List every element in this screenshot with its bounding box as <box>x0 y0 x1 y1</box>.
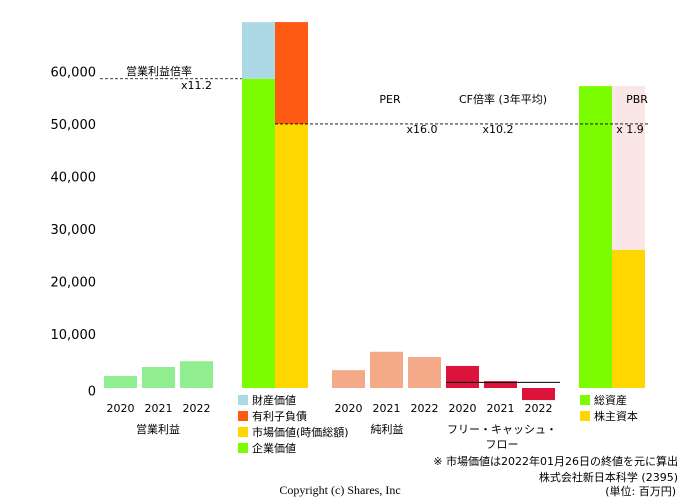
stacked-bar <box>579 86 612 388</box>
legend-item: 企業価値 <box>238 441 350 456</box>
multiple-value: x16.0 <box>406 123 437 136</box>
legend-text: 市場価値(時価総額) <box>252 426 349 439</box>
group-label: フリー・キャッシュ・フロー <box>442 422 562 452</box>
bar <box>370 351 403 388</box>
stacked-bar <box>242 78 275 389</box>
legend-item: 市場価値(時価総額) <box>238 425 350 440</box>
unit: (単位: 百万円) <box>605 484 676 498</box>
note: ※ 市場価値は2022年01月26日の終値を元に算出 <box>433 454 678 468</box>
bar <box>180 361 213 388</box>
stacked-bar <box>275 123 308 389</box>
group-label: 純利益 <box>327 422 447 437</box>
x-tick-label: 2021 <box>145 402 173 415</box>
x-tick-label: 2022 <box>183 402 211 415</box>
legend-item: 財産価値 <box>238 393 350 408</box>
multiple-name: PER <box>379 93 401 106</box>
legend-swatch <box>580 411 590 421</box>
y-tick-label: 30,000 <box>51 223 97 238</box>
x-tick-label: 2022 <box>411 402 439 415</box>
multiple-name: PBR <box>626 93 648 106</box>
x-tick-label: 2020 <box>449 402 477 415</box>
legend-swatch <box>238 395 248 405</box>
bar <box>332 370 365 388</box>
multiple-value: x 1.9 <box>616 123 644 136</box>
legend-text: 財産価値 <box>252 394 296 407</box>
legend-text: 有利子負債 <box>252 410 307 423</box>
y-tick-label: 20,000 <box>51 276 97 291</box>
bar <box>522 388 555 401</box>
legend-text: 総資産 <box>594 394 627 407</box>
multiple-name: 営業利益倍率 <box>126 64 192 78</box>
bar <box>408 357 441 388</box>
stacked-bar <box>612 249 645 388</box>
x-tick-label: 2020 <box>335 402 363 415</box>
legend-swatch <box>238 427 248 437</box>
company: 株式会社新日本科学 (2395) <box>539 470 678 484</box>
stacked-bar <box>275 22 308 124</box>
bar <box>142 367 175 388</box>
legend-item: 総資産 <box>580 393 670 408</box>
stacked-bar <box>242 22 275 79</box>
legend-swatch <box>580 395 590 405</box>
legend-item: 有利子負債 <box>238 409 350 424</box>
legend-text: 純利益 <box>370 423 404 436</box>
legend-swatch <box>238 411 248 421</box>
multiple-value: x11.2 <box>181 79 212 92</box>
y-tick-label: 50,000 <box>51 118 97 133</box>
legend-text: 株主資本 <box>594 410 638 423</box>
legend-swatch <box>238 443 248 453</box>
group-label: 営業利益 <box>98 422 218 437</box>
y-tick-label: 40,000 <box>51 171 97 186</box>
bar <box>446 365 479 388</box>
legend-text: 営業利益 <box>136 423 180 436</box>
bar <box>484 381 517 388</box>
x-tick-label: 2020 <box>107 402 135 415</box>
multiple-value: x10.2 <box>482 123 513 136</box>
copyright: Copyright (c) Shares, Inc <box>279 483 400 497</box>
legend-text: フリー・キャッシュ・フロー <box>447 423 557 451</box>
y-tick-label: 0 <box>88 385 96 400</box>
legend-item: 株主資本 <box>580 409 670 424</box>
multiple-name: CF倍率 (3年平均) <box>459 92 547 106</box>
y-tick-label: 60,000 <box>51 66 97 81</box>
y-tick-label: 10,000 <box>51 328 97 343</box>
legend-text: 企業価値 <box>252 442 296 455</box>
x-tick-label: 2021 <box>487 402 515 415</box>
x-tick-label: 2022 <box>525 402 553 415</box>
bar <box>104 375 137 388</box>
x-tick-label: 2021 <box>373 402 401 415</box>
